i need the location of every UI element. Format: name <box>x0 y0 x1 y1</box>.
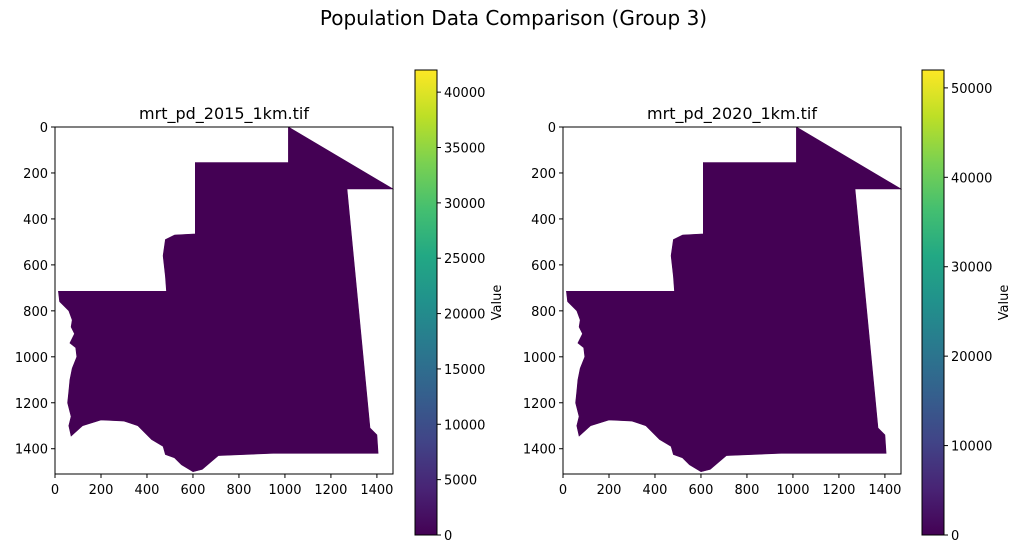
colorbar-label: Value <box>490 285 505 321</box>
raster-region-2020 <box>566 126 903 473</box>
x-tick-label: 1000 <box>268 483 301 498</box>
colorbar-tick-label: 0 <box>951 529 959 544</box>
figure-title: Population Data Comparison (Group 3) <box>319 6 708 30</box>
panel-2015: mrt_pd_2015_1km.tif 0 200 400 600 800 1000 1200… <box>15 69 505 544</box>
x-tick-label: 1200 <box>314 483 347 498</box>
y-tick-label: 600 <box>23 259 48 274</box>
colorbar-tick-label: 0 <box>444 529 452 544</box>
y-tick-label: 1400 <box>523 443 556 458</box>
colorbar-tick-label: 40000 <box>951 171 992 186</box>
colorbar-tick-label: 50000 <box>951 82 992 97</box>
x-tick-label: 200 <box>597 483 622 498</box>
x-tick-label: 0 <box>51 483 59 498</box>
panel-title-2015: mrt_pd_2015_1km.tif <box>139 104 309 124</box>
colorbar-label: Value <box>997 285 1012 321</box>
x-tick-label: 400 <box>135 483 160 498</box>
colorbar-tick-label: 5000 <box>444 474 477 489</box>
x-tick-label: 800 <box>227 483 252 498</box>
colorbar-2020 <box>921 69 945 536</box>
colorbar-tick-label: 20000 <box>951 350 992 365</box>
colorbar-tick-label: 10000 <box>951 440 992 455</box>
y-tick-label: 1200 <box>523 397 556 412</box>
colorbar-tick-label: 25000 <box>444 252 485 267</box>
colorbar-tick-label: 20000 <box>444 308 485 323</box>
colorbar-tick-label: 30000 <box>444 197 485 212</box>
panel-2020: mrt_pd_2020_1km.tif 0 200 400 600 800 1000 1200… <box>523 69 1012 544</box>
x-tick-label: 600 <box>689 483 714 498</box>
y-tick-label: 400 <box>23 213 48 228</box>
x-tick-label: 200 <box>89 483 114 498</box>
y-tick-label: 200 <box>23 167 48 182</box>
y-tick-label: 1400 <box>15 443 48 458</box>
y-tick-label: 600 <box>531 259 556 274</box>
y-tick-label: 0 <box>40 121 48 136</box>
colorbar-tick-label: 15000 <box>444 363 485 378</box>
plot-frame-2015 <box>54 126 394 475</box>
x-tick-label: 600 <box>181 483 206 498</box>
x-tick-label: 1000 <box>776 483 809 498</box>
colorbar-tick-label: 30000 <box>951 261 992 276</box>
x-tick-label: 0 <box>559 483 567 498</box>
y-tick-label: 1000 <box>15 351 48 366</box>
x-tick-label: 1400 <box>868 483 901 498</box>
y-tick-label: 200 <box>531 167 556 182</box>
y-tick-label: 0 <box>548 121 556 136</box>
colorbar-tick-label: 40000 <box>444 86 485 101</box>
y-tick-label: 800 <box>531 305 556 320</box>
x-tick-label: 800 <box>735 483 760 498</box>
x-tick-label: 1400 <box>360 483 393 498</box>
y-tick-label: 1000 <box>523 351 556 366</box>
colorbar-tick-label: 35000 <box>444 142 485 157</box>
x-tick-label: 400 <box>643 483 668 498</box>
colorbar-2015 <box>414 69 438 536</box>
y-tick-label: 800 <box>23 305 48 320</box>
y-tick-label: 1200 <box>15 397 48 412</box>
colorbar-tick-label: 10000 <box>444 418 485 433</box>
plot-frame-2020 <box>562 126 902 475</box>
panel-title-2020: mrt_pd_2020_1km.tif <box>647 104 817 124</box>
y-tick-label: 400 <box>531 213 556 228</box>
x-tick-label: 1200 <box>822 483 855 498</box>
raster-region-2015 <box>58 126 395 473</box>
